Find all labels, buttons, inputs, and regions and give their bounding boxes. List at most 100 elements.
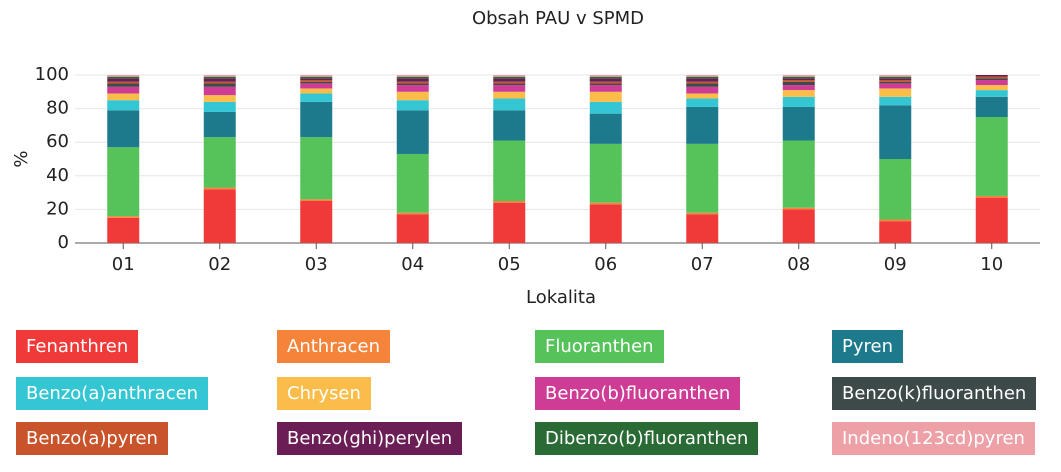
bar-segment [107,81,140,84]
bar-segment [975,90,1008,97]
legend-entry[interactable]: Chrysen [277,377,371,410]
x-tick-label: 06 [594,254,617,275]
legend-entry[interactable]: Fluoranthen [535,330,664,363]
legend-entry[interactable]: Benzo(k)fluoranthen [832,377,1037,410]
legend-entry[interactable]: Benzo(a)anthracen [16,377,209,410]
bar-segment [300,201,333,243]
y-tick-label: 60 [46,131,69,152]
bar-segment [300,199,333,201]
bar-segment [493,91,526,99]
bar-segment [107,83,140,87]
bar-segment [782,85,815,91]
bar-segment [686,106,719,144]
bar-segment [493,202,526,243]
bar-segment [589,78,622,82]
bar-segment [203,81,236,84]
bar-segment [493,85,526,92]
bar-segment [879,105,912,159]
bar-segment [107,86,140,94]
bar-segment [879,80,912,82]
bar-segment [686,83,719,87]
bar-segment [975,76,1008,79]
legend-entry[interactable]: Benzo(b)fluoranthen [535,377,741,410]
bar-segment [300,76,333,79]
bar-segment [107,100,140,111]
legend-entry[interactable]: Dibenzo(b)fluoranthen [535,422,759,455]
bar-segment [300,137,333,200]
bar-segment [589,76,622,79]
bar-segment [975,195,1008,198]
bar-segment [589,143,622,203]
bar-segment [396,85,429,92]
x-tick-label: 09 [884,254,907,275]
legend-entry[interactable]: Pyren [832,330,903,363]
y-tick-label: 0 [58,232,69,253]
bar-segment [203,189,236,243]
bar-segment [975,117,1008,196]
bar-segment [686,81,719,84]
legend-entry[interactable]: Benzo(a)pyren [16,422,168,455]
bar-segment [396,91,429,101]
bar-segment [879,75,912,77]
bar-segment [300,93,333,102]
bar-segment [107,75,140,77]
bar-segment [589,75,622,77]
bar-segment [589,81,622,84]
bar-segment [686,98,719,107]
bar-segment [300,88,333,94]
bar-segment [203,75,236,77]
bar-segment [203,101,236,112]
bar-segment [107,110,140,148]
bar-segment [782,106,815,141]
bar-segment [879,76,912,79]
bar-segment [975,96,1008,117]
bar-segment [107,147,140,217]
bar-segment [107,76,140,79]
bar-segment [686,143,719,213]
bar-segment [589,91,622,102]
bar-segment [203,78,236,82]
bar-segment [493,75,526,77]
legend-entry[interactable]: Indeno(123cd)pyren [832,422,1035,455]
bar-segment [493,140,526,201]
bar-segment [493,78,526,82]
legend-entry[interactable]: Fenanthren [16,330,139,363]
bar-segment [686,212,719,215]
bar-segment [396,214,429,243]
bar-segment [203,83,236,87]
legend-entry[interactable]: Anthracen [277,330,390,363]
y-tick-label: 100 [35,64,69,85]
bar-segment [782,90,815,97]
bar-segment [396,212,429,215]
bar-segment [396,76,429,79]
bar-segment [975,197,1008,243]
bar-segment [879,83,912,89]
bar-segment [589,83,622,86]
bar-segment [493,98,526,111]
bar-segment [203,111,236,138]
bar-segment [782,209,815,243]
x-tick-label: 05 [498,254,521,275]
y-tick-label: 80 [46,98,69,119]
bar-segment [396,110,429,154]
bar-segment [300,101,333,138]
bar-segment [589,113,622,144]
bar-segment [686,76,719,79]
legend-entry[interactable]: Benzo(ghi)perylen [277,422,463,455]
bar-segment [493,83,526,86]
bar-segment [589,202,622,205]
bar-segment [975,78,1008,81]
bar-segment [493,76,526,79]
bar-segment [493,201,526,203]
bar-segment [879,219,912,222]
bar-segment [686,78,719,82]
bar-segment [782,75,815,77]
bar-segment [686,93,719,99]
bar-segment [300,81,333,84]
bar-segment [589,101,622,114]
bar-segment [975,85,1008,91]
bar-segment [396,153,429,213]
bar-segment [493,81,526,84]
x-tick-label: 08 [787,254,810,275]
